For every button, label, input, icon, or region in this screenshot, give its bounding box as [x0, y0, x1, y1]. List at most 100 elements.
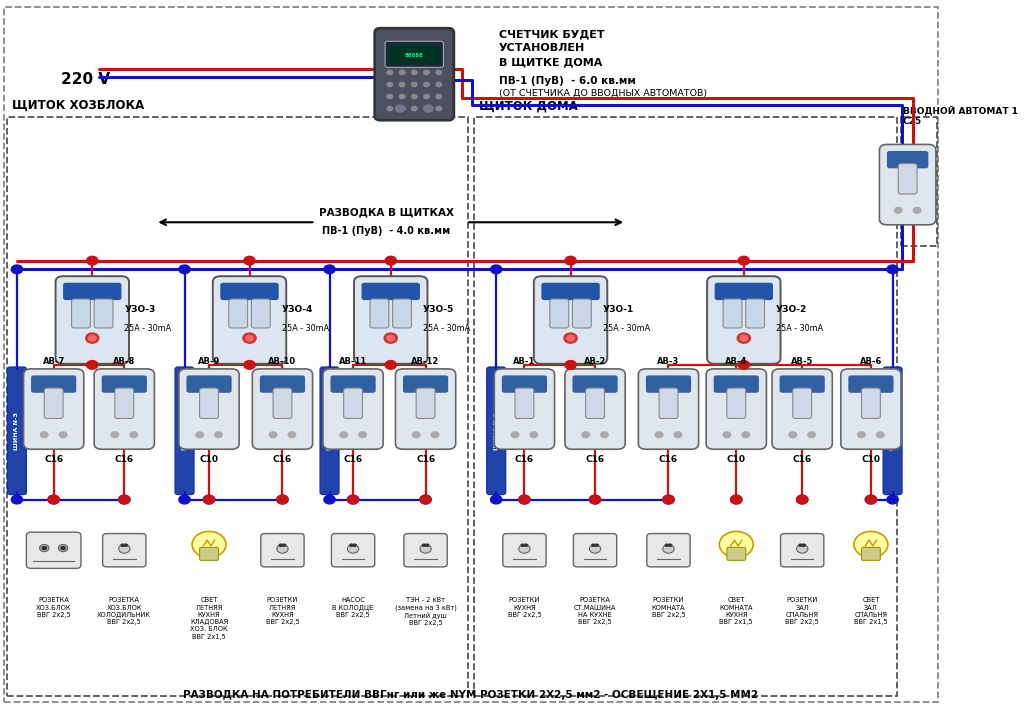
Circle shape: [877, 432, 884, 437]
Circle shape: [179, 495, 190, 504]
Circle shape: [519, 544, 530, 553]
Text: РОЗЕТКА
ХОЗ.БЛОК
ХОЛОДИЛЬНИК
ВВГ 2х2,5: РОЗЕТКА ХОЗ.БЛОК ХОЛОДИЛЬНИК ВВГ 2х2,5: [97, 597, 152, 626]
FancyBboxPatch shape: [502, 375, 547, 393]
Text: C16: C16: [44, 455, 63, 463]
Text: ТЭН - 2 кВт
(замена на 3 кВт)
Летний душ
ВВГ 2х2,5: ТЭН - 2 кВт (замена на 3 кВт) Летний душ…: [394, 597, 457, 626]
FancyBboxPatch shape: [887, 151, 929, 169]
Circle shape: [738, 256, 750, 265]
Circle shape: [802, 544, 806, 547]
Circle shape: [808, 432, 815, 437]
FancyBboxPatch shape: [273, 388, 292, 418]
Text: РОЗЕТКИ
ЗАЛ
СПАЛЬНЯ
ВВГ 2х2,5: РОЗЕТКИ ЗАЛ СПАЛЬНЯ ВВГ 2х2,5: [785, 597, 819, 625]
Circle shape: [244, 256, 255, 265]
Text: УЗО-1: УЗО-1: [602, 305, 634, 313]
Text: РОЗЕТКИ
КУХНЯ
ВВГ 2х2,5: РОЗЕТКИ КУХНЯ ВВГ 2х2,5: [508, 597, 542, 618]
Text: АВ-12: АВ-12: [412, 357, 439, 366]
Circle shape: [11, 265, 23, 274]
FancyBboxPatch shape: [659, 388, 678, 418]
FancyBboxPatch shape: [779, 375, 824, 393]
FancyBboxPatch shape: [179, 369, 240, 449]
Text: C16: C16: [115, 455, 134, 463]
FancyBboxPatch shape: [403, 534, 447, 567]
Circle shape: [490, 265, 502, 274]
Circle shape: [413, 432, 420, 437]
Circle shape: [11, 495, 23, 504]
Text: АВ-2: АВ-2: [584, 357, 606, 366]
Circle shape: [731, 495, 742, 504]
FancyBboxPatch shape: [646, 375, 691, 393]
Circle shape: [663, 495, 674, 504]
FancyBboxPatch shape: [260, 375, 305, 393]
Circle shape: [130, 432, 137, 437]
Circle shape: [519, 495, 530, 504]
Text: РОЗЕТКА
ХОЗ.БЛОК
ВВГ 2х2,5: РОЗЕТКА ХОЗ.БЛОК ВВГ 2х2,5: [36, 597, 72, 618]
Circle shape: [567, 335, 574, 341]
Circle shape: [340, 432, 347, 437]
Text: ПВ-1 (ПуВ)  - 4.0 кв.мм: ПВ-1 (ПуВ) - 4.0 кв.мм: [322, 226, 451, 236]
FancyBboxPatch shape: [213, 276, 287, 363]
Circle shape: [59, 432, 67, 437]
Circle shape: [436, 70, 441, 75]
Circle shape: [590, 495, 601, 504]
Circle shape: [674, 432, 682, 437]
Circle shape: [799, 544, 803, 547]
Circle shape: [797, 495, 808, 504]
Circle shape: [279, 544, 284, 547]
FancyBboxPatch shape: [321, 367, 339, 494]
Text: ПВ-1 (ПуВ)  - 6.0 кв.мм: ПВ-1 (ПуВ) - 6.0 кв.мм: [499, 76, 636, 86]
Text: C16: C16: [793, 455, 812, 463]
Circle shape: [731, 495, 742, 504]
Text: 25А - 30mA: 25А - 30mA: [776, 324, 823, 333]
Bar: [6, 117, 468, 696]
Circle shape: [519, 495, 530, 504]
FancyBboxPatch shape: [638, 369, 698, 449]
Circle shape: [511, 432, 519, 437]
FancyBboxPatch shape: [375, 28, 454, 120]
Circle shape: [387, 106, 392, 111]
Circle shape: [420, 495, 431, 504]
FancyBboxPatch shape: [565, 369, 626, 449]
FancyBboxPatch shape: [841, 369, 901, 449]
Text: СВЕТ
ЗАЛ
СПАЛЬНЯ
ВВГ 2х1,5: СВЕТ ЗАЛ СПАЛЬНЯ ВВГ 2х1,5: [854, 597, 888, 625]
Text: СВЕТ
ЛЕТНЯЯ
КУХНЯ
КЛАДОВАЯ
ХОЗ. БЛОК
ВВГ 2х1,5: СВЕТ ЛЕТНЯЯ КУХНЯ КЛАДОВАЯ ХОЗ. БЛОК ВВГ…: [189, 597, 228, 640]
Circle shape: [120, 544, 125, 547]
FancyBboxPatch shape: [7, 367, 27, 494]
Circle shape: [399, 106, 404, 111]
FancyBboxPatch shape: [486, 367, 506, 494]
FancyBboxPatch shape: [392, 299, 412, 328]
Circle shape: [48, 495, 59, 504]
Circle shape: [86, 333, 99, 343]
Text: УЗО-5: УЗО-5: [423, 305, 454, 313]
Text: 25А - 30mA: 25А - 30mA: [602, 324, 649, 333]
Circle shape: [119, 495, 130, 504]
Circle shape: [352, 544, 357, 547]
Text: АВ-9: АВ-9: [198, 357, 220, 366]
FancyBboxPatch shape: [416, 388, 435, 418]
Text: АВ-6: АВ-6: [860, 357, 882, 366]
Circle shape: [88, 335, 96, 341]
Text: C16: C16: [343, 455, 362, 463]
Text: УЗО-3: УЗО-3: [124, 305, 156, 313]
Circle shape: [196, 432, 204, 437]
Circle shape: [412, 106, 417, 111]
Circle shape: [119, 544, 130, 553]
FancyBboxPatch shape: [723, 299, 742, 328]
FancyBboxPatch shape: [793, 388, 812, 418]
Circle shape: [276, 495, 288, 504]
Circle shape: [797, 495, 808, 504]
Circle shape: [436, 94, 441, 98]
Circle shape: [399, 70, 404, 75]
Text: РАЗВОДКА В ЩИТКАХ: РАЗВОДКА В ЩИТКАХ: [318, 207, 454, 217]
Circle shape: [179, 265, 190, 274]
Circle shape: [582, 432, 590, 437]
Text: ЩИТОК ХОЗБЛОКА: ЩИТОК ХОЗБЛОКА: [12, 99, 144, 112]
Text: 25А - 30mA: 25А - 30mA: [124, 324, 171, 333]
Circle shape: [530, 432, 538, 437]
FancyBboxPatch shape: [55, 276, 129, 363]
FancyBboxPatch shape: [101, 375, 146, 393]
Circle shape: [854, 531, 888, 557]
Text: ЩИТОК ДОМА: ЩИТОК ДОМА: [479, 99, 579, 112]
Circle shape: [349, 544, 354, 547]
Circle shape: [387, 70, 392, 75]
Text: ВВОДНОЙ АВТОМАТ 1: ВВОДНОЙ АВТОМАТ 1: [903, 106, 1018, 116]
